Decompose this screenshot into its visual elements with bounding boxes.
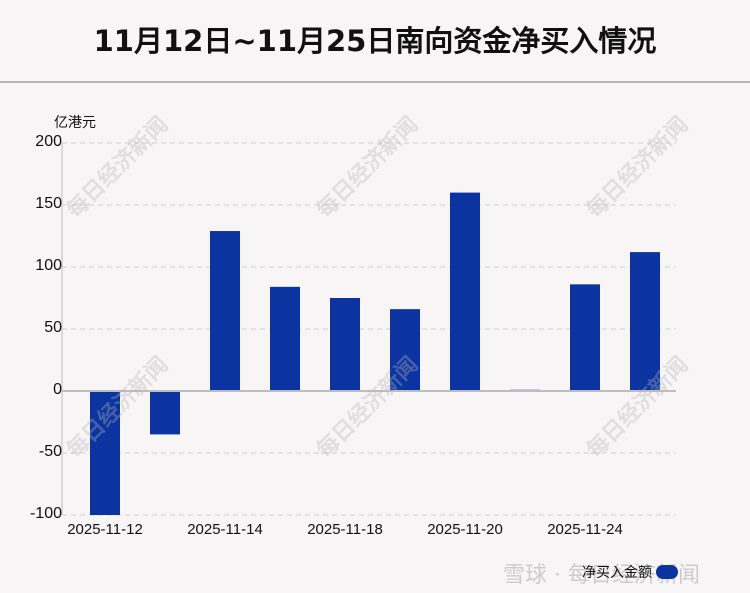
y-tick-label: 50 [44,319,62,336]
bar[interactable]: 2025-11-12: -100 [90,391,120,515]
bar[interactable]: 2025-11-24: 86 [570,284,600,391]
bar[interactable]: 2025-11-20: 160 [450,192,480,391]
y-tick-label: 200 [35,133,62,150]
bar[interactable]: 2025-11-25: 112 [630,252,660,391]
bar[interactable]: 2025-11-13: -35 [150,391,180,435]
y-tick-label: -100 [29,505,62,522]
y-tick-label: 150 [35,195,62,212]
legend-swatch-icon [656,565,678,579]
chart-title: 11月12日~11月25日南向资金净买入情况 [93,24,657,58]
bar[interactable]: 2025-11-17: 84 [270,286,300,391]
legend-label: 净买入金额 [582,565,652,581]
x-tick-label: 2025-11-24 [547,521,623,538]
bar[interactable]: 2025-11-19: 66 [390,309,420,391]
x-tick-label: 2025-11-20 [427,521,503,538]
bar[interactable]: 2025-11-14: 129 [210,231,240,391]
y-tick-label: -50 [38,443,62,460]
x-tick-label: 2025-11-14 [187,521,263,538]
legend[interactable]: 净买入金额 [582,562,678,582]
x-tick-label: 2025-11-18 [307,521,383,538]
bar[interactable]: 2025-11-18: 75 [330,298,360,391]
title-divider [0,81,750,83]
y-axis-unit-label: 亿港元 [54,115,96,131]
y-tick-label: 100 [35,257,62,274]
x-tick-label: 2025-11-12 [67,521,143,538]
y-tick-label: 0 [53,381,62,398]
